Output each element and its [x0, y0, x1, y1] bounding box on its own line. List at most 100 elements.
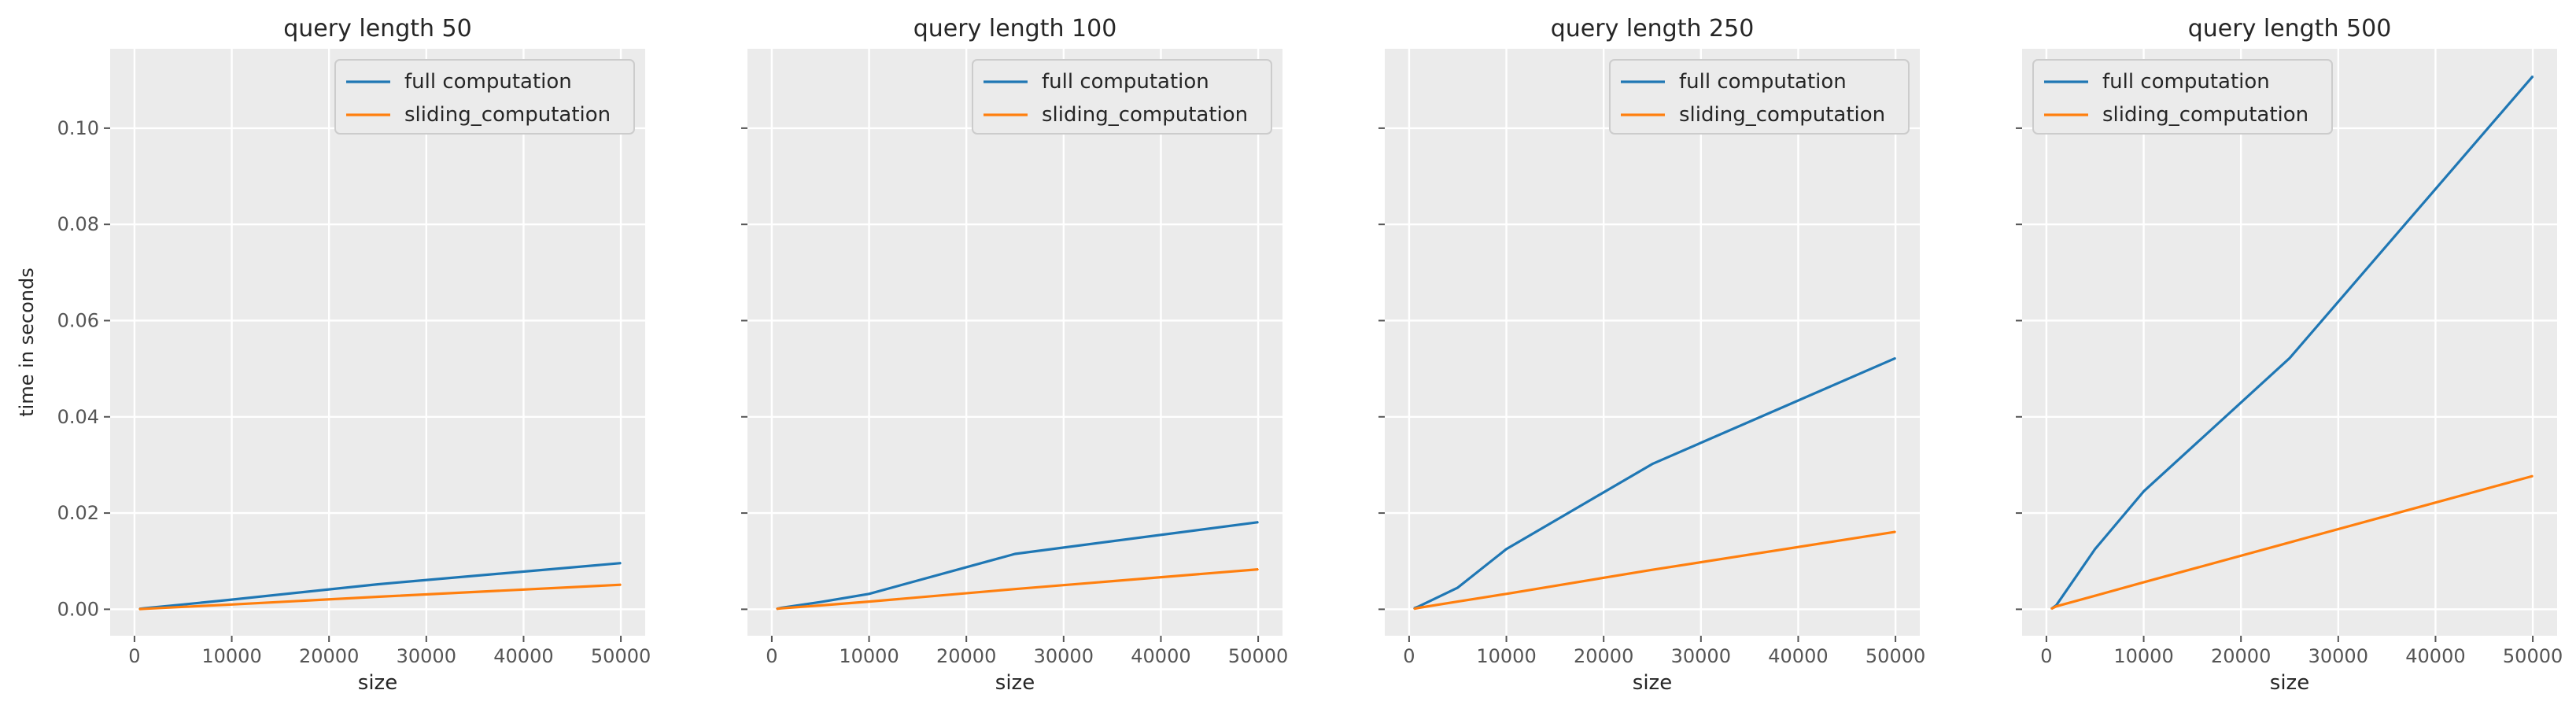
- panels: 0 10000 20000 30000 40000 50000 0.00 0.02 0.04 0.…: [57, 15, 2563, 695]
- chart-title: query length 500: [2188, 15, 2392, 42]
- x-tick-label: 50000: [1866, 645, 1925, 667]
- data-point: [182, 606, 184, 608]
- x-tick-label: 0: [2040, 645, 2052, 667]
- x-axis-label: size: [1633, 671, 1672, 695]
- data-point: [868, 600, 870, 603]
- data-point: [2094, 548, 2096, 550]
- x-tick-label: 30000: [1034, 645, 1094, 667]
- y-tick-label: 0.10: [57, 117, 99, 139]
- plot-area: [1385, 49, 1920, 636]
- legend: full computation sliding_computation: [2032, 59, 2333, 135]
- data-point: [2289, 357, 2290, 359]
- x-tick-label: 0: [1403, 645, 1415, 667]
- data-point: [1413, 607, 1415, 610]
- legend-label: full computation: [1042, 70, 1209, 94]
- data-point: [2050, 607, 2052, 610]
- x-axis-label: size: [995, 671, 1035, 695]
- legend-box: [1609, 59, 1910, 135]
- data-point: [2289, 541, 2290, 544]
- data-point: [1014, 553, 1016, 555]
- x-axis-label: size: [2270, 671, 2309, 695]
- x-tick-label: 0: [766, 645, 777, 667]
- chart-panel-3: 0 10000 20000 30000 40000 50000 query length 2…: [1378, 15, 1925, 695]
- data-point: [781, 607, 783, 609]
- x-tick-label: 10000: [201, 645, 261, 667]
- x-tick-label: 50000: [591, 645, 651, 667]
- plot-area: [747, 49, 1282, 636]
- data-point: [620, 562, 622, 564]
- data-point: [1505, 548, 1508, 550]
- data-point: [377, 596, 378, 598]
- x-tick-label: 20000: [1574, 645, 1633, 667]
- x-tick-label: 50000: [1228, 645, 1288, 667]
- series-line-2: [2050, 474, 2534, 611]
- legend-label: sliding_computation: [1042, 103, 1248, 127]
- y-tick-label: 0.08: [57, 213, 99, 235]
- data-point: [2055, 605, 2057, 607]
- series-line-2: [139, 583, 622, 611]
- x-tick-label: 20000: [936, 645, 996, 667]
- x-tick-label: 30000: [2308, 645, 2368, 667]
- legend-label: sliding_computation: [1679, 103, 1885, 127]
- y-tick-label: 0.06: [57, 309, 99, 331]
- chart-panel-2: 0 10000 20000 30000 40000 50000 query length 1…: [741, 15, 1288, 695]
- data-point: [2532, 475, 2534, 477]
- legend-label: full computation: [404, 70, 572, 94]
- data-point: [143, 607, 146, 610]
- data-point: [231, 599, 233, 600]
- legend: full computation sliding_computation: [334, 59, 635, 135]
- data-point: [819, 601, 821, 603]
- legend-box: [334, 59, 635, 135]
- data-point: [1652, 569, 1653, 571]
- series-line-2: [776, 568, 1259, 611]
- chart-title: query length 100: [913, 15, 1117, 42]
- x-tick-label: 30000: [397, 645, 456, 667]
- chart-title: query length 50: [283, 15, 471, 42]
- data-point: [138, 608, 140, 610]
- data-point: [1456, 600, 1459, 603]
- data-point: [1418, 607, 1420, 609]
- legend-label: sliding_computation: [404, 103, 611, 127]
- x-tick-label: 20000: [2211, 645, 2271, 667]
- y-tick-label: 0.00: [57, 598, 99, 620]
- data-point: [1257, 568, 1259, 570]
- plot-area: [2022, 49, 2557, 636]
- legend-box: [972, 59, 1272, 135]
- legend-label: full computation: [2102, 70, 2270, 94]
- x-tick-label: 40000: [493, 645, 553, 667]
- x-axis-label: size: [358, 671, 397, 695]
- legend-label: sliding_computation: [2102, 103, 2308, 127]
- x-tick-label: 50000: [2503, 645, 2563, 667]
- data-point: [1014, 588, 1016, 590]
- y-tick-label: 0.04: [57, 406, 99, 428]
- x-tick-label: 10000: [839, 645, 899, 667]
- data-point: [620, 584, 622, 585]
- chart-panel-1: 0 10000 20000 30000 40000 50000 0.00 0.02 0.04 0.…: [57, 15, 651, 695]
- data-point: [231, 603, 233, 606]
- data-point: [1895, 531, 1896, 533]
- data-point: [1652, 463, 1653, 465]
- data-point: [2532, 76, 2534, 77]
- plot-area: [110, 49, 645, 636]
- chart-panel-4: 0 10000 20000 30000 40000 50000 query length 5…: [2016, 15, 2563, 695]
- data-point: [182, 603, 184, 606]
- series-line-2: [1413, 530, 1896, 611]
- data-point: [1456, 587, 1459, 589]
- data-point: [2142, 581, 2145, 583]
- x-tick-label: 10000: [2113, 645, 2173, 667]
- data-point: [868, 593, 870, 595]
- data-point: [2142, 490, 2145, 493]
- data-point: [2094, 595, 2096, 597]
- data-point: [819, 604, 821, 607]
- data-point: [1895, 357, 1896, 359]
- data-point: [1505, 593, 1508, 595]
- data-point: [776, 607, 777, 610]
- legend-box: [2032, 59, 2333, 135]
- data-point: [1257, 521, 1259, 523]
- y-axis-label: time in seconds: [16, 268, 38, 416]
- legend: full computation sliding_computation: [972, 59, 1272, 135]
- chart-title: query length 250: [1551, 15, 1755, 42]
- x-tick-label: 40000: [1131, 645, 1190, 667]
- x-tick-label: 30000: [1671, 645, 1731, 667]
